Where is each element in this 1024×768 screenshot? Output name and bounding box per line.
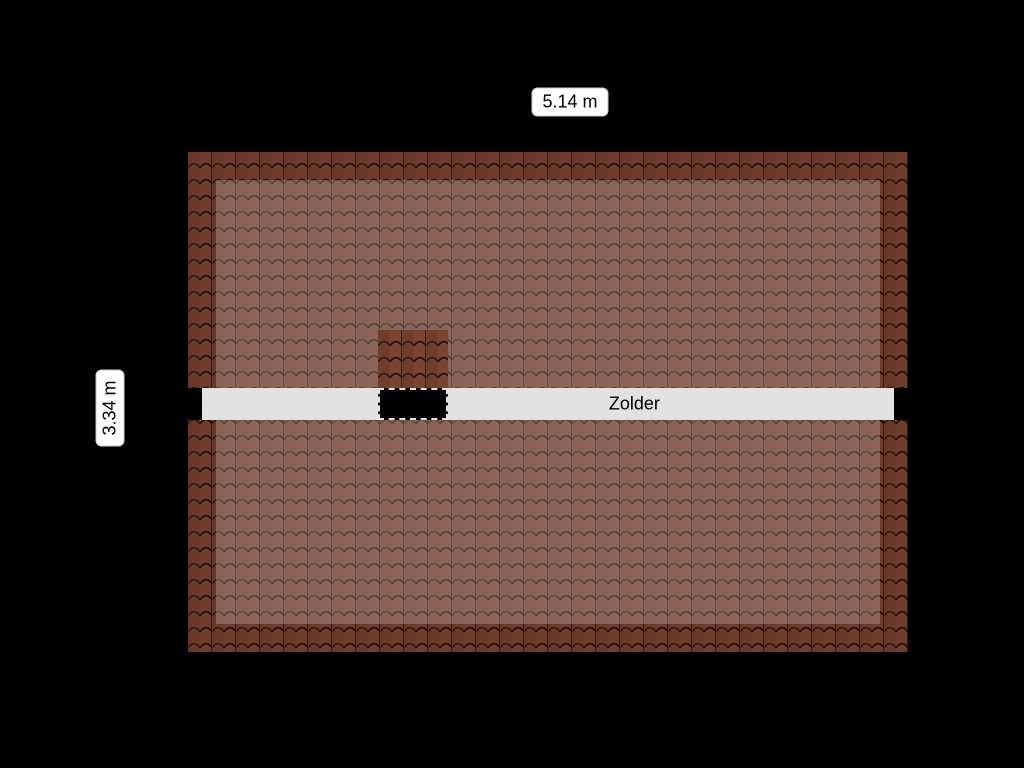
chimney-top-tiles: [378, 330, 448, 388]
ridge-end-gap-left: [188, 388, 202, 420]
dimension-width-label: 5.14 m: [531, 88, 608, 117]
chimney-opening: [378, 388, 448, 420]
floorplan-canvas: 5.14 m 3.34 m Zolder: [0, 0, 1024, 768]
roof-plan: Zolder: [188, 152, 908, 652]
dimension-height-label: 3.34 m: [96, 369, 125, 446]
roof-ridge: [188, 388, 908, 420]
ridge-end-gap-right: [894, 388, 908, 420]
roof-chimney: [378, 330, 448, 420]
roof-room-label: Zolder: [609, 394, 660, 415]
